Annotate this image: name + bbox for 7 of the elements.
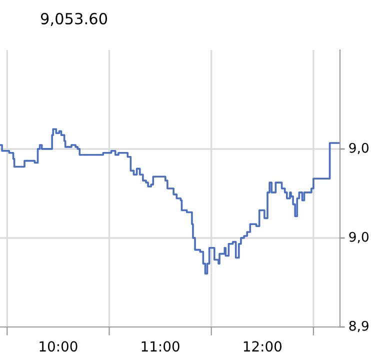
x-tick-label: 11:00 (142, 341, 180, 352)
x-tick-label: 12:00 (244, 341, 282, 352)
chart-title: 9,053.60 (40, 12, 108, 26)
text: 8,9 (349, 320, 368, 332)
x-tick-label: 10:00 (40, 341, 78, 352)
text: 9,0 (349, 142, 368, 154)
text: 9,0 (349, 232, 368, 244)
